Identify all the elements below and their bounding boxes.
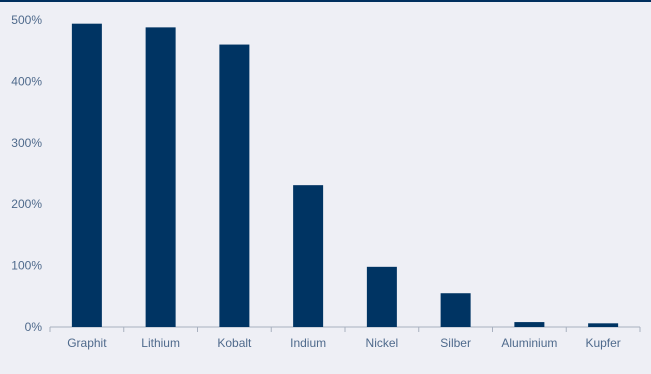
bar-kobalt — [219, 44, 250, 328]
bar-graphit — [71, 23, 102, 328]
bar-kupfer — [588, 323, 619, 327]
x-tick-label: Silber — [440, 336, 471, 350]
x-tick-label: Graphit — [67, 336, 107, 350]
bars — [71, 23, 619, 328]
y-tick-label: 100% — [11, 259, 42, 273]
x-tick-label: Aluminium — [501, 336, 557, 350]
y-tick-label: 500% — [11, 13, 42, 27]
bar-lithium — [145, 27, 176, 327]
x-tick-label: Indium — [290, 336, 326, 350]
y-tick-label: 400% — [11, 74, 42, 88]
x-axis: Graphit Lithium Kobalt Indium Nickel Silber Al… — [49, 326, 641, 350]
x-tick-label: Kupfer — [585, 336, 620, 350]
y-tick-label: 300% — [11, 136, 42, 150]
bar-aluminium — [514, 322, 545, 327]
x-tick-label: Lithium — [141, 336, 180, 350]
y-axis: 0% 100% 200% 300% 400% 500% — [11, 13, 42, 334]
bar-indium — [293, 185, 324, 327]
bar-nickel — [366, 266, 397, 327]
x-tick-label: Kobalt — [217, 336, 252, 350]
x-tick-label: Nickel — [366, 336, 399, 350]
y-tick-label: 0% — [25, 320, 43, 334]
bar-silber — [440, 293, 471, 327]
y-tick-label: 200% — [11, 197, 42, 211]
